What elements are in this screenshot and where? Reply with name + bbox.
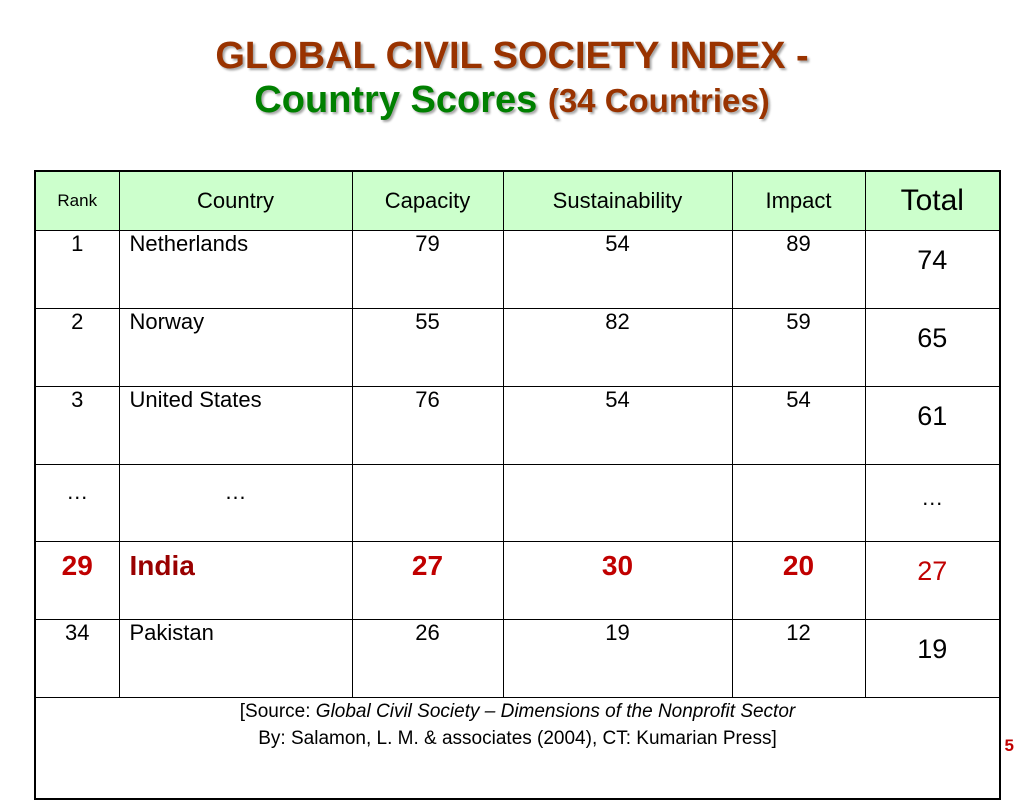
source-row: [Source: Global Civil Society – Dimensio… <box>34 697 1001 800</box>
country-scores-table: Rank Country Capacity Sustainability Imp… <box>34 170 1001 800</box>
title-line-1: GLOBAL CIVIL SOCIETY INDEX - <box>215 35 809 77</box>
source-citation: [Source: Global Civil Society – Dimensio… <box>34 697 1001 800</box>
table-row: 34 Pakistan 26 19 12 19 <box>34 619 1001 698</box>
cell-capacity: 79 <box>351 230 504 309</box>
cell-sustainability: 82 <box>502 308 733 387</box>
cell-impact: 20 <box>731 541 866 620</box>
table-row: 1 Netherlands 79 54 89 74 <box>34 230 1001 309</box>
cell-rank: 3 <box>34 386 120 465</box>
cell-impact <box>731 464 866 542</box>
cell-capacity: 76 <box>351 386 504 465</box>
cell-total: 61 <box>864 386 1001 465</box>
cell-capacity: 26 <box>351 619 504 698</box>
cell-country: Netherlands <box>118 230 353 309</box>
table-row: 2 Norway 55 82 59 65 <box>34 308 1001 387</box>
table-row-ellipsis: … … … <box>34 464 1001 542</box>
cell-total: 27 <box>864 541 1001 620</box>
cell-sustainability: 54 <box>502 230 733 309</box>
cell-sustainability: 30 <box>502 541 733 620</box>
cell-country: India <box>118 541 353 620</box>
table-row: 3 United States 76 54 54 61 <box>34 386 1001 465</box>
cell-impact: 59 <box>731 308 866 387</box>
cell-impact: 12 <box>731 619 866 698</box>
cell-rank: 1 <box>34 230 120 309</box>
header-country: Country <box>118 170 353 231</box>
cell-country: United States <box>118 386 353 465</box>
cell-rank: 29 <box>34 541 120 620</box>
slide-title: GLOBAL CIVIL SOCIETY INDEX - Country Sco… <box>0 34 1024 123</box>
table-row-highlight-india: 29 India 27 30 20 27 <box>34 541 1001 620</box>
cell-sustainability <box>502 464 733 542</box>
cell-country: Norway <box>118 308 353 387</box>
header-impact: Impact <box>731 170 866 231</box>
cell-sustainability: 19 <box>502 619 733 698</box>
cell-impact: 54 <box>731 386 866 465</box>
cell-rank: 2 <box>34 308 120 387</box>
cell-capacity: 55 <box>351 308 504 387</box>
cell-country: Pakistan <box>118 619 353 698</box>
title-line-2: Country Scores (34 Countries) <box>0 78 1024 123</box>
cell-total: 74 <box>864 230 1001 309</box>
source-line-1: [Source: Global Civil Society – Dimensio… <box>36 698 999 725</box>
header-rank: Rank <box>34 170 120 231</box>
cell-capacity <box>351 464 504 542</box>
header-sustainability: Sustainability <box>502 170 733 231</box>
page-number: 5 <box>1004 736 1014 755</box>
cell-capacity: 27 <box>351 541 504 620</box>
table-header-row: Rank Country Capacity Sustainability Imp… <box>34 170 1001 231</box>
source-prefix: [Source: <box>239 701 316 722</box>
source-line-2: By: Salamon, L. M. & associates (2004), … <box>258 728 777 749</box>
cell-sustainability: 54 <box>502 386 733 465</box>
cell-impact: 89 <box>731 230 866 309</box>
cell-rank: … <box>34 464 120 542</box>
title-country-count: (34 Countries) <box>547 82 770 119</box>
header-capacity: Capacity <box>351 170 504 231</box>
cell-country: … <box>118 464 353 542</box>
cell-total: 19 <box>864 619 1001 698</box>
header-total: Total <box>864 170 1001 231</box>
cell-rank: 34 <box>34 619 120 698</box>
cell-total: … <box>864 464 1001 542</box>
source-title: Global Civil Society – Dimensions of the… <box>315 701 796 722</box>
title-country-scores: Country Scores <box>254 79 538 121</box>
cell-total: 65 <box>864 308 1001 387</box>
